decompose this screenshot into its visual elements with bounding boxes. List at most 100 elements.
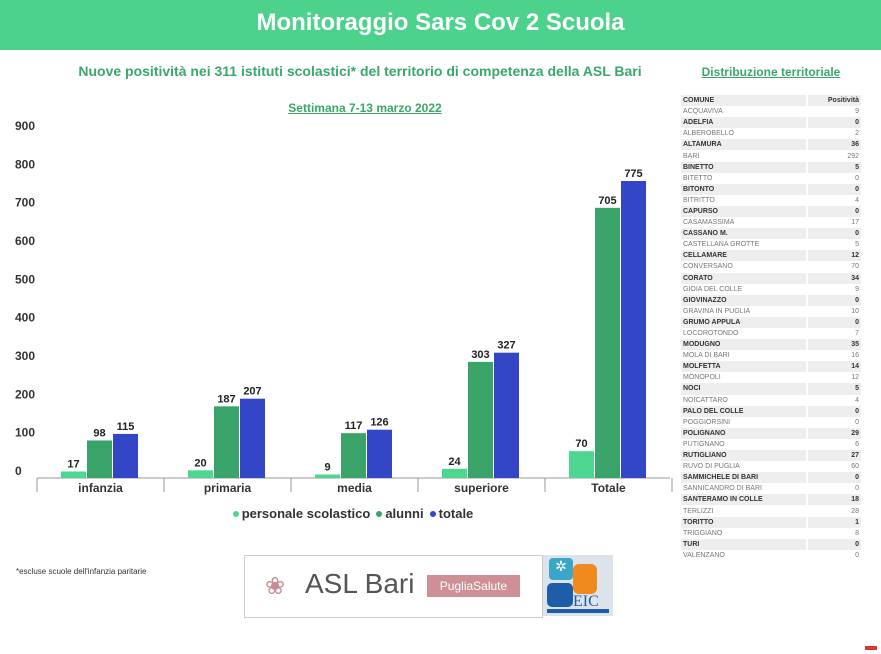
comune-cell: ACQUAVIVA xyxy=(683,108,723,116)
comune-cell: VALENZANO xyxy=(683,551,725,559)
bar-totale xyxy=(113,433,138,478)
comune-cell: LOCOROTONDO xyxy=(683,330,739,338)
table-row: MOLA DI BARI 16 xyxy=(681,350,861,362)
distribution-title: Distribuzione territoriale xyxy=(701,65,841,79)
comune-cell: ALTAMURA xyxy=(681,139,808,151)
comune-cell: NOCI xyxy=(681,383,808,395)
comune-cell: ADELFIA xyxy=(681,117,808,129)
table-row: BITETTO 0 xyxy=(681,172,861,184)
positivity-cell: 0 xyxy=(806,416,861,428)
positivity-cell: 70 xyxy=(806,261,861,273)
x-tick-label: Totale xyxy=(591,481,626,495)
table-row: PALO DEL COLLE 0 xyxy=(681,405,861,417)
bar-personale-scolastico xyxy=(188,470,213,478)
positivity-cell: Positività xyxy=(806,95,861,107)
comune-cell: BINETTO xyxy=(681,161,808,173)
positivity-cell: 292 xyxy=(806,150,861,162)
comune-cell: PALO DEL COLLE xyxy=(681,405,808,417)
bar-totale xyxy=(621,181,646,478)
y-tick-label: 0 xyxy=(15,464,22,478)
bar-totale xyxy=(494,352,519,478)
table-row: MONOPOLI 12 xyxy=(681,372,861,384)
comune-cell: GRUMO APPULA xyxy=(681,316,808,328)
legend-marker xyxy=(429,511,436,517)
data-label: 126 xyxy=(370,417,388,429)
positivity-cell: 5 xyxy=(806,239,861,251)
comune-cell: MOLA DI BARI xyxy=(683,352,730,360)
comune-cell: ALBEROBELLO xyxy=(683,130,734,138)
table-row: RUVO DI PUGLIA 60 xyxy=(681,461,861,473)
comune-cell: POGGIORSINI xyxy=(683,418,731,426)
table-row: TERLIZZI 28 xyxy=(681,505,861,517)
data-label: 115 xyxy=(117,421,135,433)
x-tick-label: infanzia xyxy=(78,481,123,495)
table-row: CASAMASSIMA 17 xyxy=(681,217,861,229)
corner-badge xyxy=(865,646,877,650)
comune-cell: CAPURSO xyxy=(681,205,808,218)
positivity-cell: 0 xyxy=(806,205,861,218)
table-row: ALTAMURA 36 xyxy=(681,139,861,151)
comune-cell: BARI xyxy=(683,152,700,160)
legend-label: totale xyxy=(438,506,474,521)
comune-cell: MODUGNO xyxy=(681,339,808,351)
comune-cell: SAMMICHELE DI BARI xyxy=(681,472,808,484)
table-row: GRAVINA IN PUGLIA 10 xyxy=(681,305,861,317)
comune-cell: BITETTO xyxy=(683,174,713,182)
table-header: COMUNE Positività xyxy=(681,95,861,107)
puglia-salute-badge: PugliaSalute xyxy=(427,575,520,597)
positivity-cell: 1 xyxy=(806,516,861,528)
y-tick-label: 600 xyxy=(15,234,35,248)
week-label: Settimana 7-13 marzo 2022 xyxy=(288,101,442,115)
comune-cell: COMUNE xyxy=(681,95,808,107)
legend-marker xyxy=(232,511,239,517)
comune-cell: RUVO DI PUGLIA xyxy=(683,463,740,471)
footnote: *escluse scuole dell'infanzia paritarie xyxy=(16,567,147,576)
y-tick-label: 800 xyxy=(15,157,35,171)
legend-marker xyxy=(376,511,383,517)
positivity-cell: 0 xyxy=(806,294,861,306)
bar-personale-scolastico xyxy=(569,451,594,478)
positivity-cell: 0 xyxy=(806,172,861,184)
x-tick-label: media xyxy=(337,481,372,495)
positivity-cell: 0 xyxy=(806,316,861,328)
positivity-cell: 34 xyxy=(806,272,861,284)
positivity-cell: 2 xyxy=(806,128,861,140)
positivity-cell: 28 xyxy=(806,505,861,517)
y-tick-label: 200 xyxy=(15,387,35,401)
legend-label: alunni xyxy=(385,506,424,521)
positivity-cell: 0 xyxy=(806,228,861,240)
comune-cell: BITRITTO xyxy=(683,196,715,204)
positivity-cell: 0 xyxy=(806,483,861,495)
data-label: 775 xyxy=(624,168,642,180)
positivity-cell: 4 xyxy=(806,194,861,206)
bar-personale-scolastico xyxy=(315,474,340,478)
bar-alunni xyxy=(87,440,112,478)
tree-icon: ❀ xyxy=(265,573,286,600)
positivity-cell: 60 xyxy=(806,461,861,473)
eic-text: EIC xyxy=(573,593,599,610)
table-row: CAPURSO 0 xyxy=(681,205,861,218)
comune-cell: TERLIZZI xyxy=(683,507,714,515)
table-row: GRUMO APPULA 0 xyxy=(681,316,861,328)
y-tick-label: 400 xyxy=(15,311,35,325)
table-row: BITONTO 0 xyxy=(681,183,861,195)
comune-cell: PUTIGNANO xyxy=(683,440,725,448)
bar-totale xyxy=(240,398,265,478)
y-tick-label: 100 xyxy=(15,426,35,440)
table-row: CASTELLANA GROTTE 5 xyxy=(681,239,861,251)
comune-cell: CORATO xyxy=(681,272,808,284)
data-label: 705 xyxy=(598,195,616,207)
y-tick-label: 500 xyxy=(15,272,35,286)
comune-cell: MOLFETTA xyxy=(681,361,808,373)
positivity-cell: 0 xyxy=(806,538,861,550)
table-row: ADELFIA 0 xyxy=(681,117,861,129)
table-row: POLIGNANO 29 xyxy=(681,427,861,439)
positivity-cell: 5 xyxy=(806,383,861,395)
comune-cell: GRAVINA IN PUGLIA xyxy=(683,307,751,315)
legend-label: personale scolastico xyxy=(241,506,371,521)
bar-alunni xyxy=(595,207,620,478)
comune-cell: POLIGNANO xyxy=(681,427,808,439)
positivity-cell: 0 xyxy=(806,117,861,129)
y-tick-label: 300 xyxy=(15,349,35,363)
